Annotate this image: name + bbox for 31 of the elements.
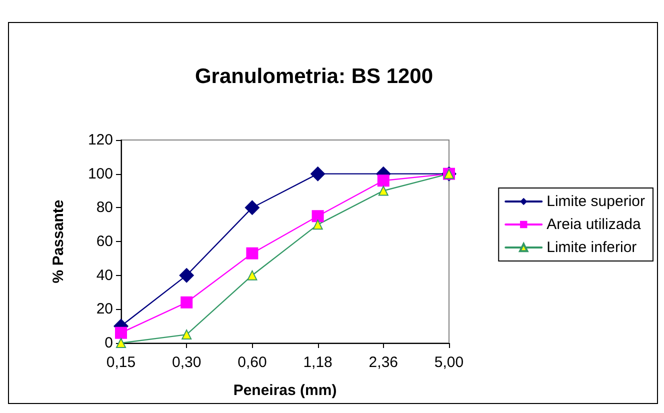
point: [179, 268, 194, 283]
x-tick-label: 0,30: [172, 354, 202, 371]
y-tick-label: 120: [88, 132, 113, 148]
point: [182, 330, 192, 340]
point: [377, 174, 390, 187]
point: [378, 186, 388, 196]
y-tick-label: 100: [88, 165, 113, 182]
y-tick-label: 20: [96, 300, 113, 318]
point: [244, 200, 260, 216]
x-tick-label: 5,00: [434, 354, 464, 371]
y-tick-label: 80: [96, 199, 113, 216]
point: [312, 210, 324, 222]
x-tick-label: 0,15: [106, 354, 136, 371]
point: [115, 326, 127, 339]
point: [312, 220, 323, 230]
x-tick-label: 0,60: [238, 354, 267, 371]
y-tick-label: 40: [96, 266, 113, 284]
y-tick-label: 0: [104, 334, 113, 352]
point: [310, 166, 326, 182]
x-axis-title: Peneiras (mm): [233, 382, 337, 399]
legend-label: Limite superior: [546, 193, 646, 210]
point: [246, 247, 258, 260]
y-axis-title: % Passante: [50, 200, 67, 284]
point: [180, 296, 193, 308]
point: [247, 270, 258, 280]
chart-title: Granulometria: BS 1200: [194, 65, 434, 88]
y-tick-label: 60: [96, 233, 113, 250]
legend-label: Areia utilizada: [546, 216, 642, 233]
x-tick-label: 2,36: [368, 354, 398, 371]
x-tick-label: 1,18: [303, 354, 332, 371]
legend-label: Limite inferior: [546, 239, 637, 256]
